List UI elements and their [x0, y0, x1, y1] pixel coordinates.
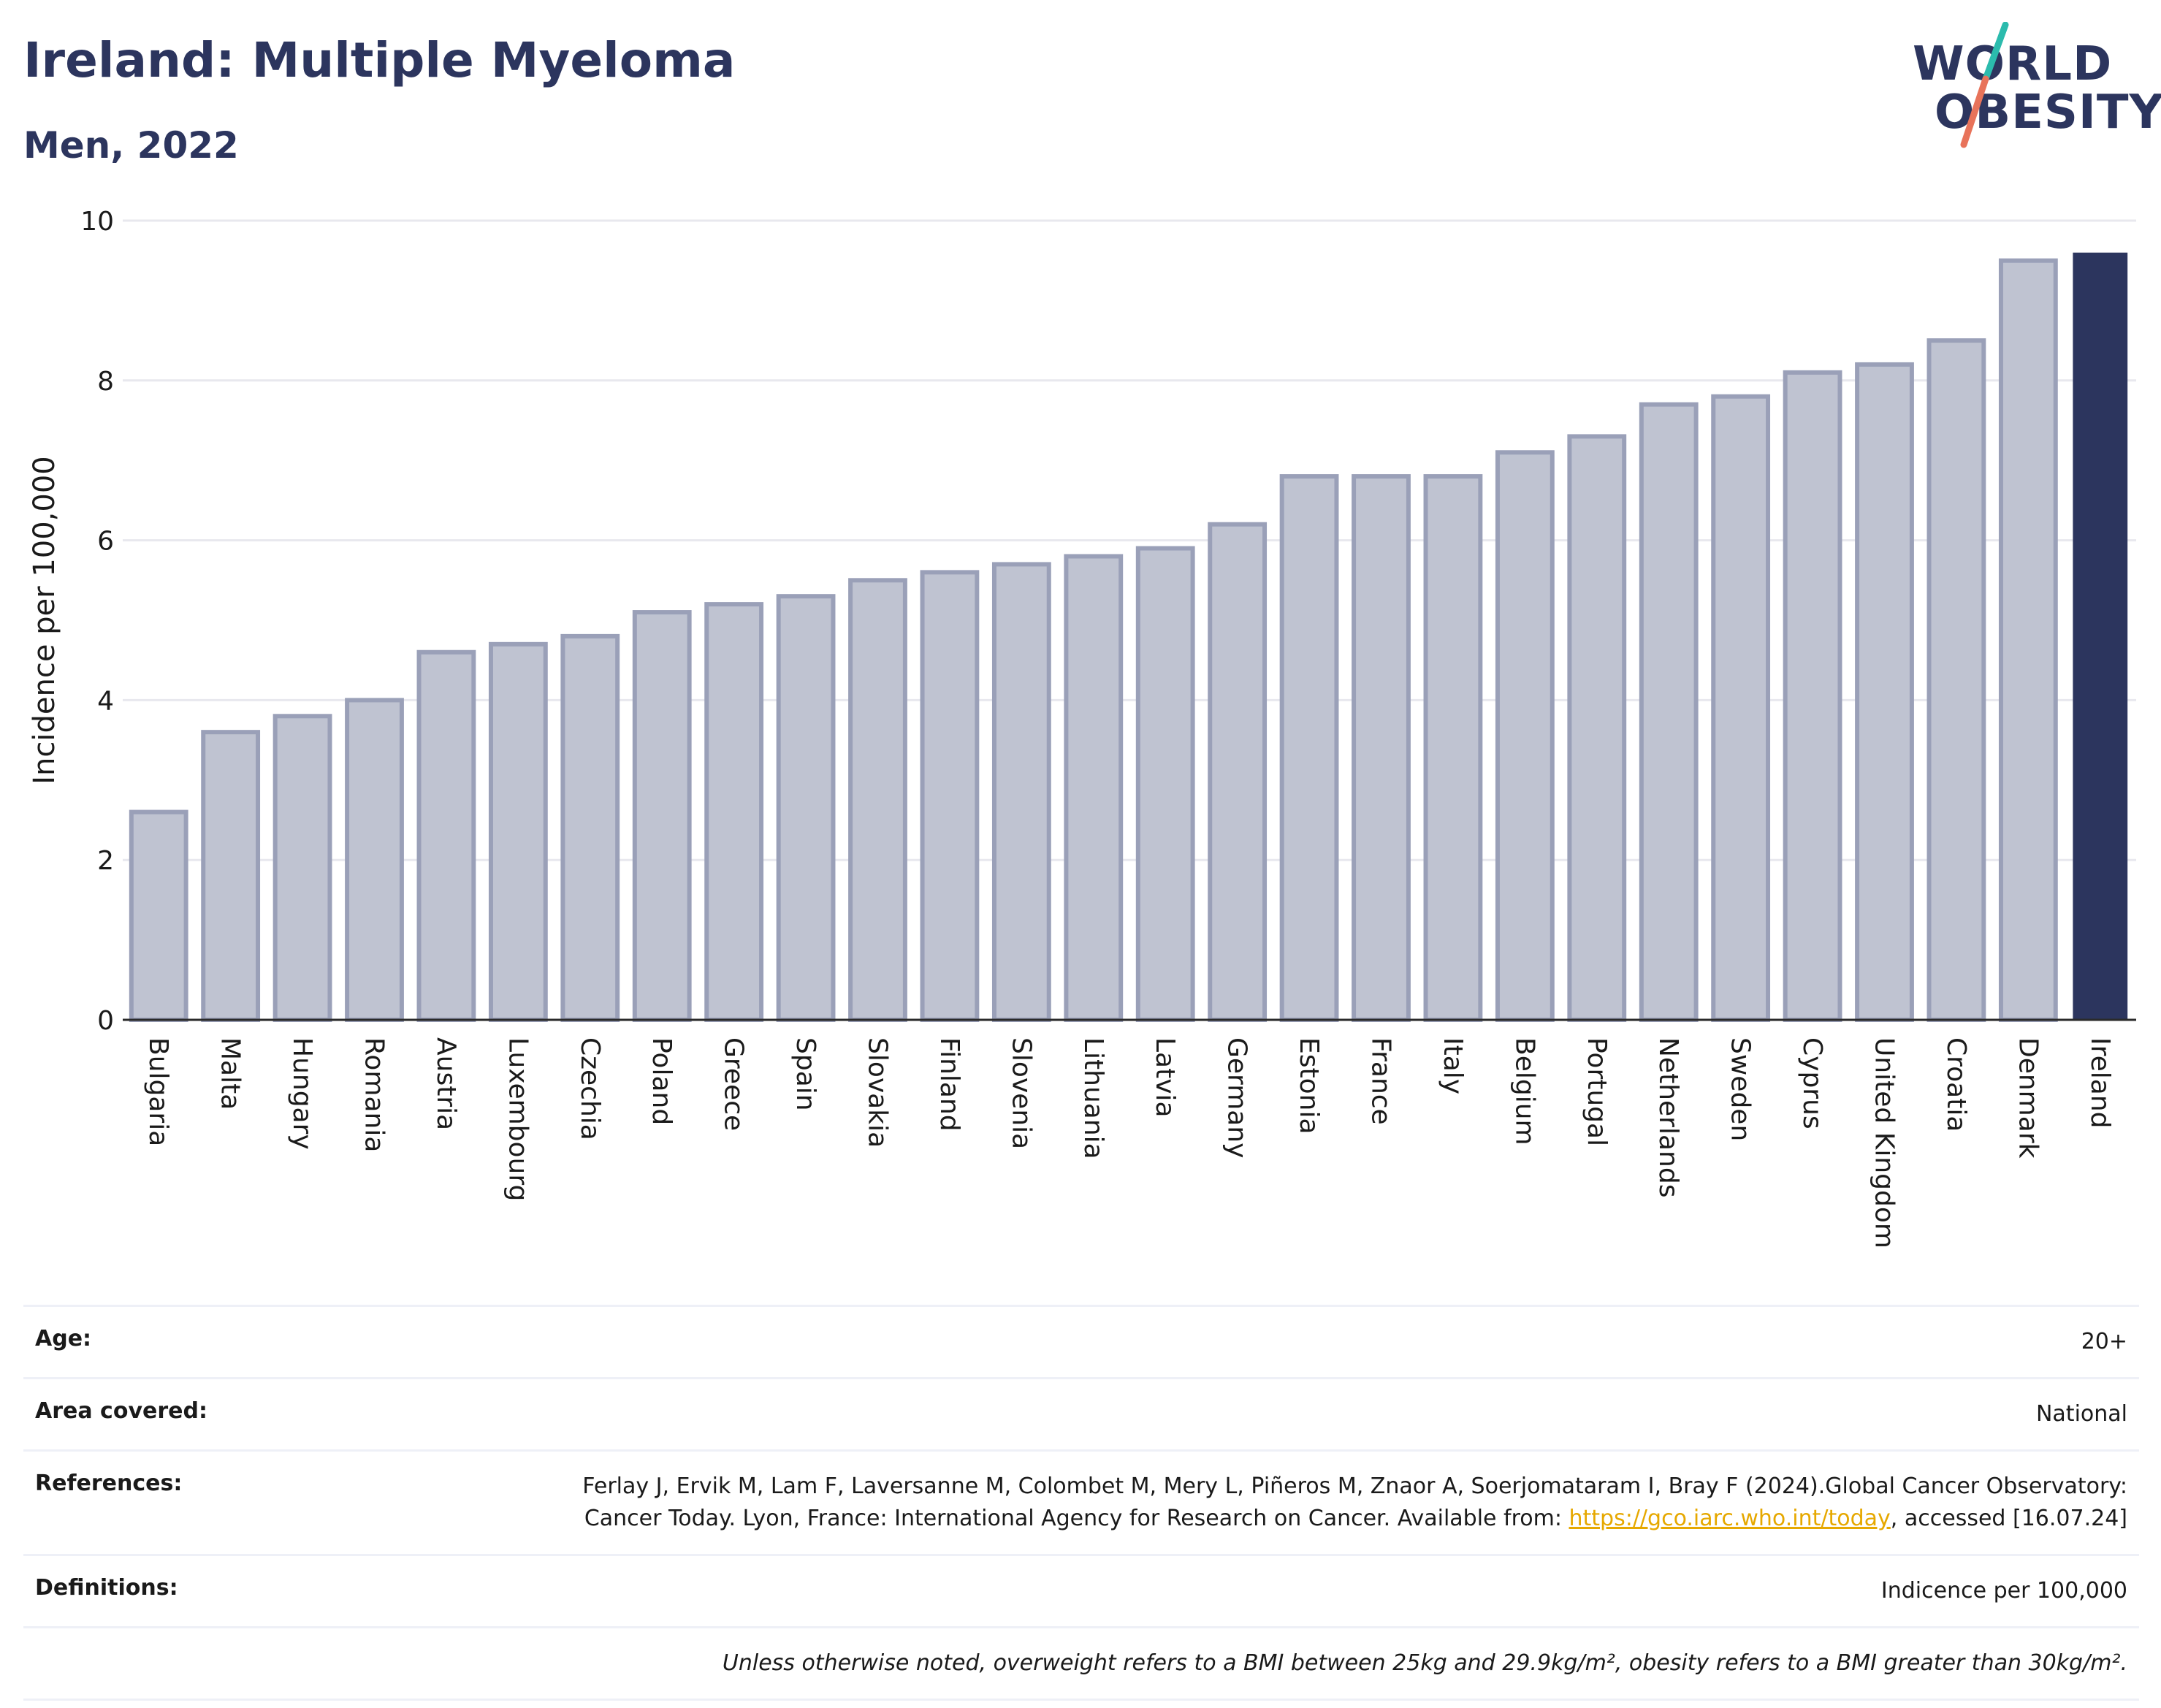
- bar-estonia: [1279, 474, 1339, 1022]
- x-tick-label: Denmark: [2013, 1037, 2043, 1159]
- x-tick-label: France: [1366, 1037, 1396, 1125]
- bar-slovenia: [991, 562, 1051, 1022]
- world-obesity-logo: WORLD OBESITY: [1899, 22, 2161, 153]
- info-row-note: Unless otherwise noted, overweight refer…: [23, 1626, 2139, 1701]
- bar-lithuania: [1064, 554, 1124, 1022]
- bar-ireland: [2073, 252, 2128, 1020]
- x-tick-label: Lithuania: [1078, 1037, 1108, 1159]
- references-value: Ferlay J, Ervik M, Lam F, Laversanne M, …: [579, 1471, 2127, 1535]
- x-tick-label: Slovenia: [1006, 1037, 1036, 1149]
- bar-chart: 0 2 4 6 8 10 Incidence per 100,000 Bulgaria Malt…: [28, 207, 2136, 1248]
- age-value: 20+: [2081, 1329, 2127, 1354]
- bar-greece: [704, 602, 764, 1022]
- x-tick-label: Czechia: [575, 1037, 605, 1140]
- x-tick-label: Hungary: [287, 1037, 317, 1150]
- bar-netherlands: [1639, 402, 1699, 1022]
- references-text: Ferlay J, Ervik M, Lam F, Laversanne M, …: [582, 1473, 2127, 1531]
- bar-czechia: [560, 633, 620, 1022]
- bar-sweden: [1711, 394, 1771, 1022]
- bar-latvia: [1135, 546, 1195, 1022]
- info-row-references: References: Ferlay J, Ervik M, Lam F, La…: [23, 1449, 2139, 1554]
- bar-denmark: [1998, 258, 2058, 1023]
- x-tick-label: Slovakia: [863, 1037, 893, 1148]
- references-link[interactable]: https://gco.iarc.who.int/today: [1569, 1506, 1891, 1531]
- bar-slovakia: [848, 578, 907, 1022]
- x-tick-label: Portugal: [1582, 1037, 1612, 1146]
- x-tick-label: Greece: [719, 1037, 749, 1131]
- x-tick-label: Ireland: [2085, 1037, 2115, 1129]
- bar-cyprus: [1783, 370, 1842, 1022]
- bar-romania: [345, 698, 404, 1023]
- y-tick-label: 6: [97, 527, 114, 557]
- references-label: References:: [35, 1471, 183, 1496]
- bar-italy: [1423, 474, 1483, 1022]
- x-tick-label: Cyprus: [1797, 1037, 1827, 1129]
- info-table: Age: 20+ Area covered: National Referenc…: [23, 1305, 2139, 1701]
- x-tick-label: Latvia: [1150, 1037, 1180, 1118]
- y-tick-label: 0: [97, 1006, 114, 1036]
- x-tick-label: Germany: [1222, 1037, 1252, 1158]
- x-tick-label: Austria: [431, 1037, 461, 1130]
- x-tick-label: Croatia: [1941, 1037, 1971, 1132]
- y-tick-label: 2: [97, 846, 114, 876]
- y-tick-label: 8: [97, 367, 114, 397]
- bar-germany: [1208, 522, 1268, 1022]
- info-row-definitions: Definitions: Indicence per 100,000: [23, 1554, 2139, 1626]
- bmi-note: Unless otherwise noted, overweight refer…: [722, 1650, 2127, 1676]
- bar-france: [1352, 474, 1411, 1022]
- bar-malta: [201, 730, 261, 1022]
- x-tick-label: Poland: [647, 1037, 676, 1125]
- area-value: National: [2035, 1401, 2127, 1427]
- x-tick-label: Finland: [934, 1037, 964, 1132]
- chart-subtitle: Men, 2022: [23, 124, 239, 167]
- chart-title: Ireland: Multiple Myeloma: [23, 32, 736, 88]
- info-row-age: Age: 20+: [23, 1305, 2139, 1377]
- bar-poland: [632, 610, 692, 1022]
- x-tick-label: Belgium: [1509, 1037, 1539, 1145]
- bar-spain: [776, 594, 836, 1022]
- x-tick-label: Estonia: [1294, 1037, 1324, 1135]
- x-tick-label: Romania: [359, 1037, 389, 1152]
- bar-luxembourg: [488, 641, 548, 1022]
- references-tail: , accessed [16.07.24]: [1890, 1506, 2127, 1531]
- x-tick-label: Sweden: [1726, 1037, 1756, 1141]
- definitions-label: Definitions:: [35, 1575, 178, 1601]
- bar-hungary: [272, 714, 332, 1023]
- logo-slash-icon: [1960, 22, 2009, 148]
- x-tick-label: Luxembourg: [503, 1037, 533, 1201]
- y-tick-label: 10: [80, 207, 114, 237]
- bar-bulgaria: [129, 809, 188, 1023]
- x-tick-label: United Kingdom: [1870, 1037, 1899, 1248]
- bar-finland: [920, 570, 980, 1022]
- y-tick-label: 4: [97, 686, 114, 716]
- info-row-area: Area covered: National: [23, 1377, 2139, 1449]
- x-tick-label: Spain: [790, 1037, 820, 1111]
- bar-croatia: [1926, 338, 1986, 1023]
- bar-portugal: [1567, 434, 1627, 1022]
- logo-word-world: WORLD: [1913, 37, 2113, 91]
- definitions-value: Indicence per 100,000: [1880, 1578, 2127, 1604]
- bar-belgium: [1495, 450, 1555, 1022]
- x-tick-label: Bulgaria: [143, 1037, 173, 1146]
- bar-united-kingdom: [1855, 362, 1914, 1023]
- area-label: Area covered:: [35, 1398, 207, 1424]
- x-tick-label: Netherlands: [1653, 1037, 1683, 1197]
- x-tick-label: Italy: [1438, 1037, 1468, 1094]
- y-axis-label: Incidence per 100,000: [28, 456, 61, 785]
- bar-austria: [416, 649, 476, 1022]
- age-label: Age:: [35, 1326, 92, 1351]
- x-tick-label: Malta: [216, 1037, 245, 1110]
